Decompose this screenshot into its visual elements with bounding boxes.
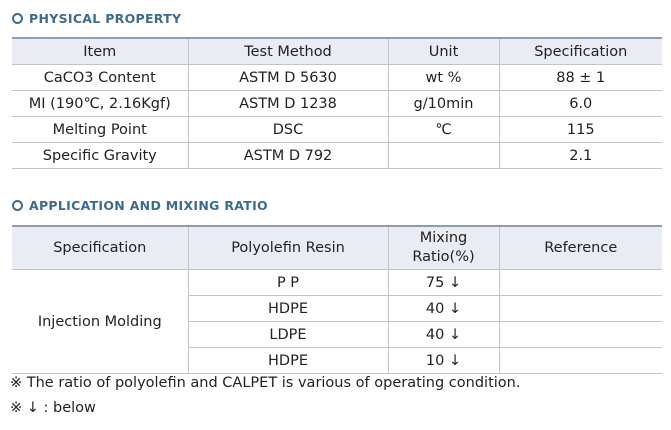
table-row: HDPE 10 ↓ (12, 347, 662, 374)
table-row: HDPE 40 ↓ (12, 295, 662, 322)
application-title: APPLICATION AND MIXING RATIO (12, 198, 268, 213)
cell-specification: 2.1 (498, 142, 662, 169)
cell-resin: HDPE (188, 347, 389, 374)
table-row: CaCO3 Content ASTM D 5630 wt % 88 ± 1 (12, 64, 662, 91)
cell-unit: ℃ (387, 116, 500, 143)
cell-specification: 6.0 (498, 90, 662, 117)
cell-unit: g/10min (387, 90, 500, 117)
table-row: MI (190℃, 2.16Kgf) ASTM D 1238 g/10min 6… (12, 90, 662, 117)
header-mixing-ratio: Mixing Ratio(%) (387, 225, 500, 270)
cell-unit (387, 142, 500, 169)
header-unit: Unit (387, 37, 500, 65)
cell-resin: LDPE (188, 321, 389, 348)
physical-property-title: PHYSICAL PROPERTY (12, 11, 181, 26)
cell-ratio: 10 ↓ (387, 347, 500, 374)
cell-test-method: ASTM D 792 (187, 142, 389, 169)
header-reference: Reference (498, 225, 662, 270)
cell-reference (498, 321, 662, 348)
cell-test-method: ASTM D 1238 (187, 90, 389, 117)
header-item: Item (12, 37, 189, 65)
cell-resin: HDPE (188, 295, 389, 322)
note-below-symbol: ※ ↓ : below (10, 400, 96, 416)
cell-ratio: 40 ↓ (387, 295, 500, 322)
circle-bullet-icon (12, 13, 23, 24)
table-row: Melting Point DSC ℃ 115 (12, 116, 662, 143)
application-table: Specification Polyolefin Resin Mixing Ra… (12, 225, 662, 374)
cell-test-method: DSC (187, 116, 389, 143)
cell-unit: wt % (387, 64, 500, 91)
cell-resin: P P (187, 269, 389, 296)
physical-property-title-text: PHYSICAL PROPERTY (29, 11, 182, 26)
header-specification: Specification (498, 37, 662, 65)
cell-item: CaCO3 Content (12, 64, 189, 91)
cell-specification: 88 ± 1 (498, 64, 662, 91)
cell-reference (498, 295, 662, 322)
header-specification: Specification (12, 225, 189, 270)
cell-reference (498, 269, 662, 296)
table-row: Injection Molding P P 75 ↓ (12, 269, 662, 374)
header-polyolefin-resin: Polyolefin Resin (187, 225, 389, 270)
table-row: LDPE 40 ↓ (12, 321, 662, 348)
table-header-row: Item Test Method Unit Specification (12, 37, 662, 65)
cell-reference (498, 347, 662, 374)
cell-item: MI (190℃, 2.16Kgf) (12, 90, 189, 117)
physical-property-table: Item Test Method Unit Specification CaCO… (12, 37, 662, 169)
note-ratio: ※ The ratio of polyolefin and CALPET is … (10, 375, 521, 391)
cell-item: Melting Point (12, 116, 189, 143)
cell-item: Specific Gravity (12, 142, 189, 169)
application-title-text: APPLICATION AND MIXING RATIO (29, 198, 268, 213)
table-row: Specific Gravity ASTM D 792 2.1 (12, 142, 662, 169)
header-mixing-ratio-line1: Mixing (419, 230, 468, 246)
cell-ratio: 75 ↓ (387, 269, 500, 296)
cell-specification: 115 (498, 116, 662, 143)
cell-ratio: 40 ↓ (387, 321, 500, 348)
header-mixing-ratio-line2: Ratio(%) (412, 249, 475, 265)
table-header-row: Specification Polyolefin Resin Mixing Ra… (12, 225, 662, 270)
circle-bullet-icon (12, 200, 23, 211)
cell-test-method: ASTM D 5630 (187, 64, 389, 91)
header-test-method: Test Method (187, 37, 389, 65)
cell-specification: Injection Molding (12, 269, 189, 374)
